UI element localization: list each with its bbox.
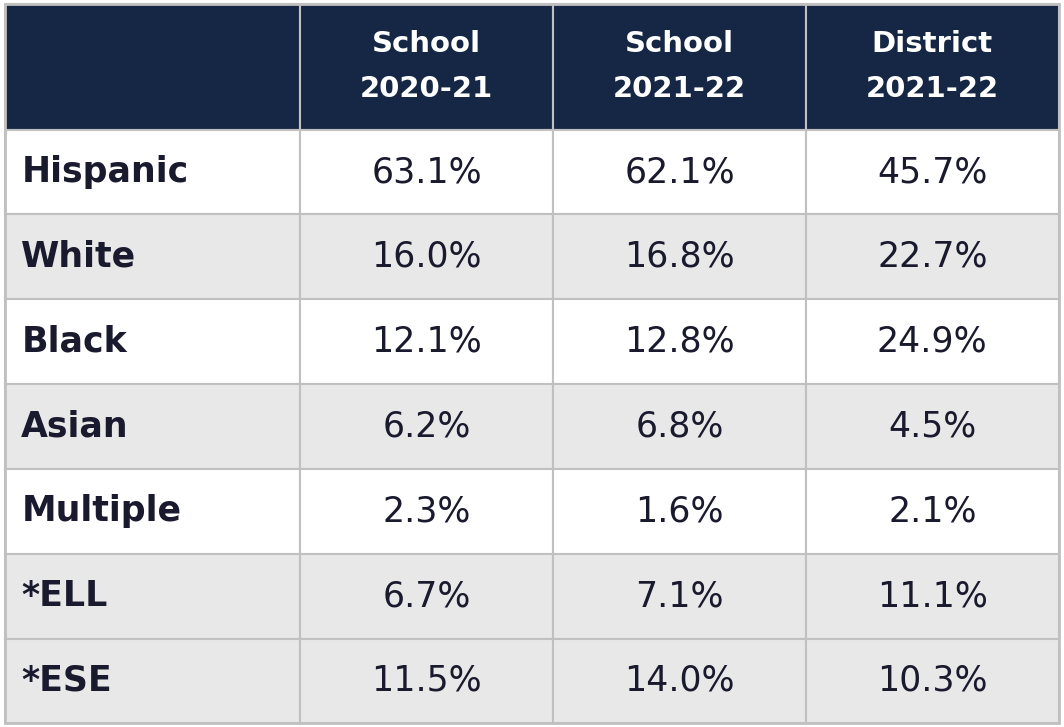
Bar: [300, 554, 553, 638]
Text: 12.1%: 12.1%: [371, 325, 482, 358]
Bar: [805, 129, 1059, 214]
Bar: [805, 4, 1059, 129]
Bar: [300, 214, 553, 300]
Bar: [300, 300, 553, 384]
Text: Hispanic: Hispanic: [21, 155, 188, 189]
Text: White: White: [21, 240, 136, 274]
Text: 14.0%: 14.0%: [625, 664, 735, 698]
Bar: [5, 638, 300, 723]
Bar: [805, 300, 1059, 384]
Text: 16.0%: 16.0%: [371, 240, 482, 274]
Text: 16.8%: 16.8%: [625, 240, 735, 274]
Bar: [300, 469, 553, 554]
Bar: [553, 214, 805, 300]
Text: 2.1%: 2.1%: [888, 494, 977, 529]
Text: District: District: [871, 30, 993, 58]
Text: 10.3%: 10.3%: [877, 664, 987, 698]
Text: 2021-22: 2021-22: [866, 76, 999, 103]
Text: 2021-22: 2021-22: [613, 76, 746, 103]
Bar: [805, 214, 1059, 300]
Text: 12.8%: 12.8%: [625, 325, 735, 358]
Text: 6.7%: 6.7%: [382, 579, 471, 613]
Text: 2020-21: 2020-21: [360, 76, 494, 103]
Text: 62.1%: 62.1%: [625, 155, 735, 189]
Text: 22.7%: 22.7%: [877, 240, 987, 274]
Bar: [5, 554, 300, 638]
Text: 6.8%: 6.8%: [635, 409, 724, 443]
Bar: [805, 638, 1059, 723]
Bar: [805, 554, 1059, 638]
Bar: [553, 384, 805, 469]
Text: *ELL: *ELL: [21, 579, 107, 613]
Bar: [805, 384, 1059, 469]
Text: 11.1%: 11.1%: [877, 579, 987, 613]
Bar: [300, 4, 553, 129]
Text: 63.1%: 63.1%: [371, 155, 482, 189]
Text: 4.5%: 4.5%: [888, 409, 977, 443]
Text: 1.6%: 1.6%: [635, 494, 724, 529]
Text: 24.9%: 24.9%: [877, 325, 987, 358]
Bar: [805, 469, 1059, 554]
Text: 45.7%: 45.7%: [877, 155, 987, 189]
Text: Asian: Asian: [21, 409, 129, 443]
Bar: [553, 554, 805, 638]
Bar: [553, 638, 805, 723]
Text: 7.1%: 7.1%: [635, 579, 724, 613]
Text: Black: Black: [21, 325, 127, 358]
Text: Multiple: Multiple: [21, 494, 181, 529]
Text: *ESE: *ESE: [21, 664, 112, 698]
Bar: [553, 469, 805, 554]
Bar: [300, 384, 553, 469]
Bar: [553, 129, 805, 214]
Bar: [5, 384, 300, 469]
Text: School: School: [625, 30, 734, 58]
Bar: [5, 129, 300, 214]
Bar: [300, 638, 553, 723]
Bar: [5, 469, 300, 554]
Bar: [553, 4, 805, 129]
Bar: [5, 4, 300, 129]
Bar: [553, 300, 805, 384]
Text: 6.2%: 6.2%: [382, 409, 471, 443]
Text: 2.3%: 2.3%: [382, 494, 471, 529]
Text: School: School: [372, 30, 481, 58]
Text: 11.5%: 11.5%: [371, 664, 482, 698]
Bar: [5, 214, 300, 300]
Bar: [5, 300, 300, 384]
Bar: [300, 129, 553, 214]
